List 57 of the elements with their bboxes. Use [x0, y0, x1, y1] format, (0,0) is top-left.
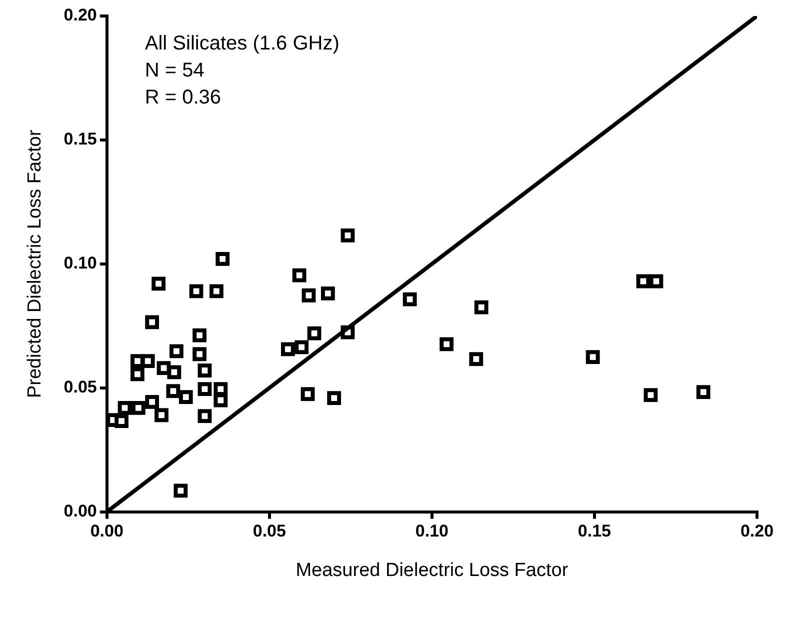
- annotation: R = 0.36: [144, 86, 222, 109]
- point: [198, 409, 212, 424]
- point: [214, 382, 228, 396]
- point: [167, 365, 182, 380]
- point: [209, 284, 224, 298]
- point: [216, 252, 230, 266]
- point: [118, 400, 132, 415]
- point: [307, 326, 322, 340]
- y-tick-label: 0.00: [64, 501, 97, 520]
- point: [280, 342, 295, 356]
- point: [189, 284, 204, 298]
- point: [402, 292, 417, 306]
- point: [214, 393, 228, 408]
- x-tick-label: 0.20: [740, 522, 774, 541]
- x-tick-label: 0.05: [252, 522, 286, 541]
- point: [145, 395, 160, 409]
- point: [154, 408, 168, 422]
- point: [644, 388, 658, 402]
- point: [320, 286, 335, 300]
- point: [174, 484, 188, 498]
- point: [198, 382, 212, 396]
- point: [192, 347, 206, 362]
- annotation: N = 54: [144, 60, 204, 82]
- point: [327, 391, 342, 405]
- point: [170, 344, 184, 358]
- point: [586, 350, 600, 364]
- y-tick-label: 0.15: [64, 130, 97, 149]
- point: [300, 387, 315, 401]
- point: [696, 385, 710, 400]
- point: [340, 228, 355, 242]
- y-tick-label: 0.10: [64, 254, 97, 273]
- point: [636, 274, 650, 288]
- point: [140, 354, 155, 368]
- point: [474, 300, 488, 314]
- annotation: All Silicates (1.6 GHz): [144, 32, 340, 55]
- point: [131, 400, 146, 415]
- point: [302, 288, 316, 302]
- point: [178, 390, 193, 404]
- y-tick-label: 0.20: [64, 6, 97, 25]
- point: [145, 315, 160, 330]
- point: [292, 268, 306, 282]
- point: [440, 337, 454, 352]
- x-axis-title: Measured Dielectric Loss Factor: [296, 560, 569, 581]
- x-tick-label: 0.15: [578, 522, 612, 541]
- y-tick-label: 0.05: [64, 378, 97, 397]
- point: [649, 274, 664, 288]
- point: [469, 352, 484, 366]
- x-tick-label: 0.10: [415, 522, 448, 541]
- point: [198, 364, 212, 378]
- point: [294, 340, 309, 354]
- point: [130, 367, 144, 382]
- point: [192, 328, 206, 342]
- x-tick-label: 0.00: [90, 522, 124, 541]
- y-axis-title: Predicted Dielectric Loss Factor: [24, 129, 46, 398]
- point: [114, 414, 128, 428]
- point: [166, 384, 180, 398]
- point: [152, 276, 166, 291]
